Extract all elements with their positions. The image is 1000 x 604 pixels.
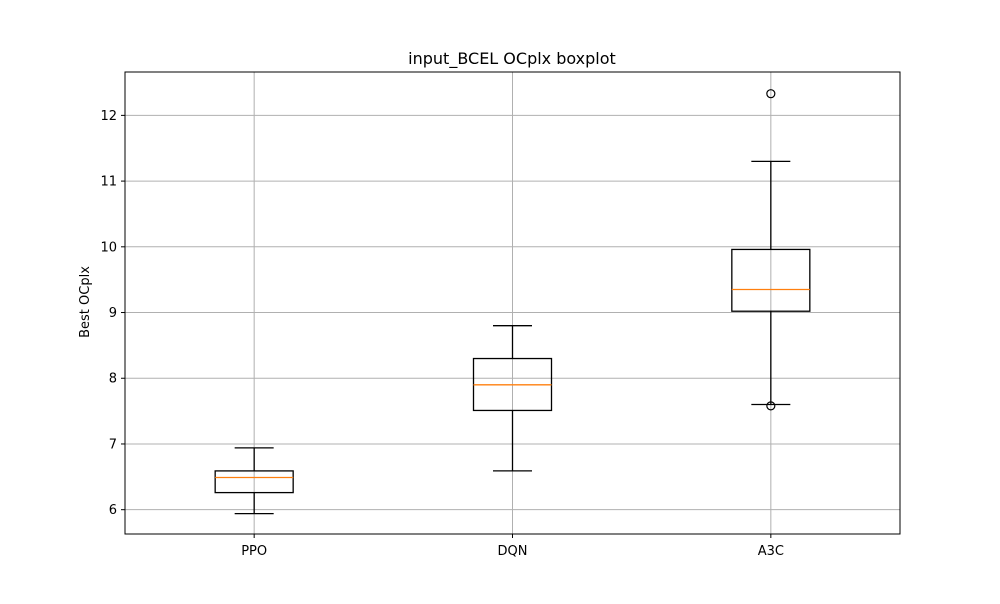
y-tick-label: 9: [109, 306, 117, 321]
outlier-point: [766, 89, 776, 99]
box-iqr: [214, 470, 294, 494]
outlier-point: [766, 401, 776, 411]
x-tick-label: PPO: [241, 544, 267, 559]
boxes-group: [214, 89, 811, 515]
y-tick-label: 6: [109, 503, 117, 518]
y-axis-label: Best OCplx: [78, 266, 93, 338]
y-tick-label: 10: [100, 240, 117, 255]
y-tick-label: 11: [100, 175, 117, 190]
chart-title: input_BCEL OCplx boxplot: [408, 49, 616, 69]
y-tick-label: 8: [109, 372, 117, 387]
y-tick-label: 12: [100, 109, 117, 124]
box-ppo: [214, 447, 294, 515]
x-tick-label: DQN: [498, 544, 528, 559]
box-dqn: [472, 325, 553, 472]
ticks-group: 6 7 8 9 10 11 12 PPO DQN A3C: [100, 109, 784, 559]
x-tick-label: A3C: [758, 544, 784, 559]
box-a3c: [731, 89, 811, 411]
y-tick-label: 7: [109, 437, 117, 452]
box-iqr: [731, 248, 811, 312]
